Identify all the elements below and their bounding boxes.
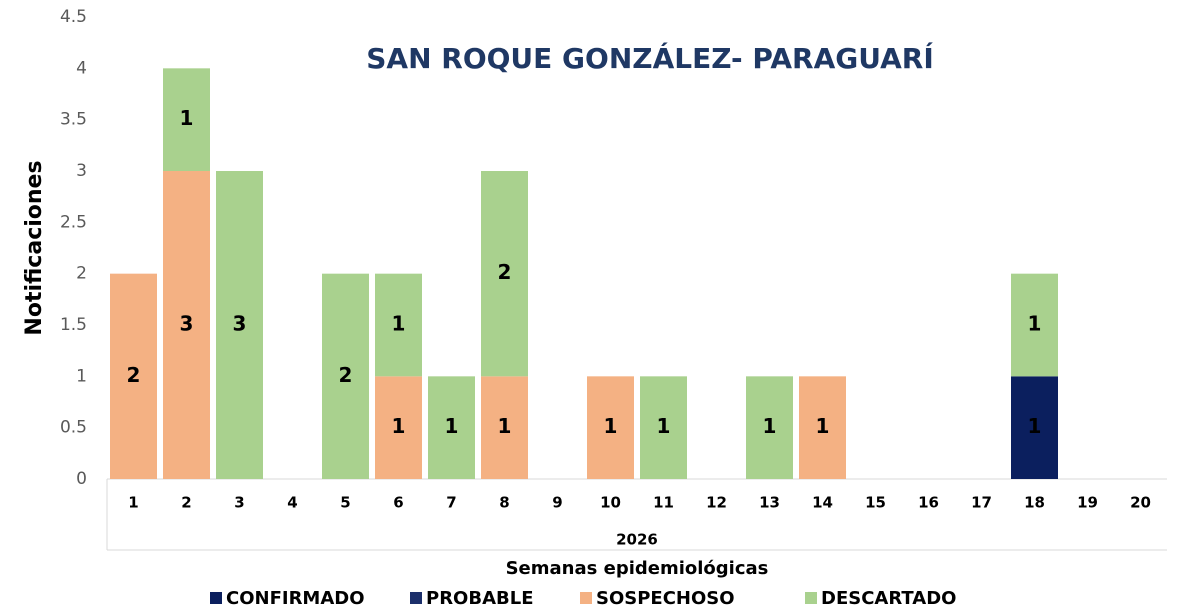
legend-label: SOSPECHOSO	[596, 588, 735, 609]
x-tick-label: 8	[499, 494, 509, 512]
x-tick-label: 13	[759, 494, 780, 512]
legend-swatch	[805, 592, 817, 604]
legend-label: CONFIRMADO	[226, 588, 365, 609]
bar-segment	[1011, 273, 1058, 377]
bar-segment	[216, 171, 263, 479]
bar-segment	[746, 376, 793, 479]
x-tick-label: 20	[1130, 494, 1151, 512]
bar-segment	[163, 171, 210, 479]
bar-segment	[481, 171, 528, 377]
bar-segment	[428, 376, 475, 479]
y-tick-label: 0.5	[60, 418, 87, 438]
y-tick-label: 2	[76, 264, 87, 284]
group-label: 2026	[616, 531, 658, 549]
legend-swatch	[580, 592, 592, 604]
x-tick-label: 15	[865, 494, 886, 512]
y-tick-label: 2.5	[60, 212, 87, 232]
data-label: 1	[816, 414, 830, 438]
data-label: 1	[604, 414, 618, 438]
bar-segment	[1011, 376, 1058, 479]
legend-swatch	[410, 592, 422, 604]
x-tick-label: 12	[706, 494, 727, 512]
data-label: 2	[339, 363, 353, 387]
y-tick-label: 1.5	[60, 315, 87, 335]
y-tick-label: 4.5	[60, 7, 87, 27]
y-tick-label: 4	[76, 58, 87, 78]
x-tick-label: 18	[1024, 494, 1045, 512]
x-tick-label: 7	[446, 494, 456, 512]
x-tick-label: 9	[552, 494, 562, 512]
x-tick-label: 19	[1077, 494, 1098, 512]
legend-swatch	[210, 592, 222, 604]
data-label: 1	[180, 106, 194, 130]
data-label: 1	[498, 414, 512, 438]
chart-title: SAN ROQUE GONZÁLEZ- PARAGUARÍ	[366, 41, 934, 75]
x-tick-label: 4	[287, 494, 297, 512]
data-label: 1	[1028, 414, 1042, 438]
data-label: 2	[127, 363, 141, 387]
x-tick-label: 14	[812, 494, 833, 512]
data-label: 1	[763, 414, 777, 438]
x-tick-label: 3	[234, 494, 244, 512]
bar-segment	[163, 68, 210, 171]
data-label: 3	[233, 312, 247, 336]
bar-segment	[799, 376, 846, 479]
y-tick-label: 3	[76, 161, 87, 181]
bar-segment	[110, 273, 157, 479]
legend-label: PROBABLE	[426, 588, 534, 609]
data-label: 1	[445, 414, 459, 438]
x-tick-label: 11	[653, 494, 674, 512]
x-tick-label: 17	[971, 494, 992, 512]
data-label: 1	[1028, 312, 1042, 336]
x-tick-label: 16	[918, 494, 939, 512]
x-tick-label: 1	[128, 494, 138, 512]
x-tick-label: 10	[600, 494, 621, 512]
data-label: 1	[392, 312, 406, 336]
x-axis-label: Semanas epidemiológicas	[506, 558, 769, 579]
bar-segment	[375, 376, 422, 479]
x-tick-label: 6	[393, 494, 403, 512]
bar-segment	[481, 376, 528, 479]
y-axis-label: Notificaciones	[22, 160, 47, 335]
data-label: 1	[392, 414, 406, 438]
bar-segment	[375, 273, 422, 377]
y-tick-label: 0	[76, 469, 87, 489]
x-tick-label: 5	[340, 494, 350, 512]
bar-segment	[640, 376, 687, 479]
data-label: 1	[657, 414, 671, 438]
x-tick-label: 2	[181, 494, 191, 512]
bar-segment	[322, 273, 369, 479]
legend-label: DESCARTADO	[821, 588, 956, 609]
data-label: 3	[180, 312, 194, 336]
bar-segment	[587, 376, 634, 479]
data-label: 2	[498, 260, 512, 284]
y-tick-label: 1	[76, 366, 87, 386]
y-tick-label: 3.5	[60, 110, 87, 130]
